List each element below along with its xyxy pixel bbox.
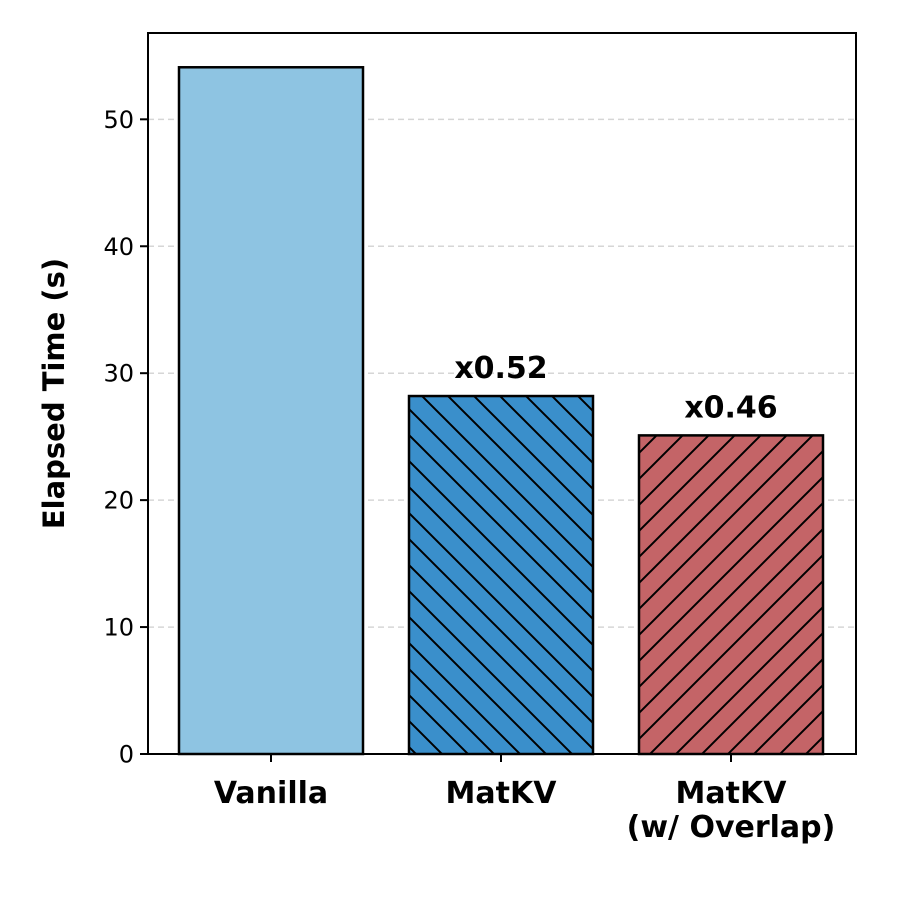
y-tick-label: 10 (103, 614, 134, 642)
y-axis-ticks: 0 10 20 30 40 50 (103, 106, 148, 769)
x-category-label: MatKV (446, 776, 558, 811)
y-axis-label: Elapsed Time (s) (37, 258, 71, 529)
y-tick-label: 0 (119, 741, 134, 769)
x-axis-labels: Vanilla MatKV MatKV(w/ Overlap) (214, 754, 836, 845)
data-label-1: x0.52 (454, 351, 547, 386)
bar-0 (179, 67, 363, 754)
y-tick-label: 20 (103, 487, 134, 515)
y-tick-label: 40 (103, 233, 134, 261)
y-tick-label: 30 (103, 360, 134, 388)
data-label-2: x0.46 (684, 390, 777, 425)
y-tick-label: 50 (103, 106, 134, 134)
bar-hatch-1 (409, 396, 593, 754)
bars (177, 66, 825, 756)
data-labels: x0.52 x0.46 (454, 351, 777, 425)
x-category-label: MatKV (676, 776, 788, 811)
bar-hatch-2 (639, 435, 823, 754)
x-category-label: (w/ Overlap) (627, 810, 836, 845)
x-category-label: Vanilla (214, 776, 328, 811)
